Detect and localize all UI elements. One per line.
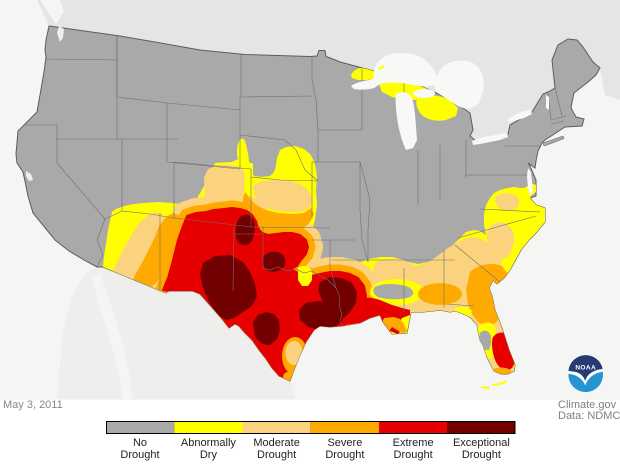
svg-text:Drought: Drought — [257, 449, 296, 461]
svg-text:Drought: Drought — [120, 449, 159, 461]
svg-text:NOAA: NOAA — [575, 365, 596, 372]
svg-text:Severe: Severe — [327, 437, 362, 449]
svg-text:Climate.gov: Climate.gov — [558, 399, 617, 411]
svg-text:Extreme: Extreme — [393, 437, 434, 449]
svg-text:No: No — [133, 437, 147, 449]
svg-text:Drought: Drought — [325, 449, 364, 461]
svg-text:Drought: Drought — [394, 449, 433, 461]
svg-text:Drought: Drought — [462, 449, 501, 461]
svg-text:Data: NDMC: Data: NDMC — [558, 410, 620, 422]
svg-text:Abnormally: Abnormally — [181, 437, 237, 449]
svg-text:Dry: Dry — [200, 449, 218, 461]
svg-text:Moderate: Moderate — [253, 437, 299, 449]
svg-text:Exceptional: Exceptional — [453, 437, 510, 449]
svg-text:May 3, 2011: May 3, 2011 — [3, 399, 63, 411]
